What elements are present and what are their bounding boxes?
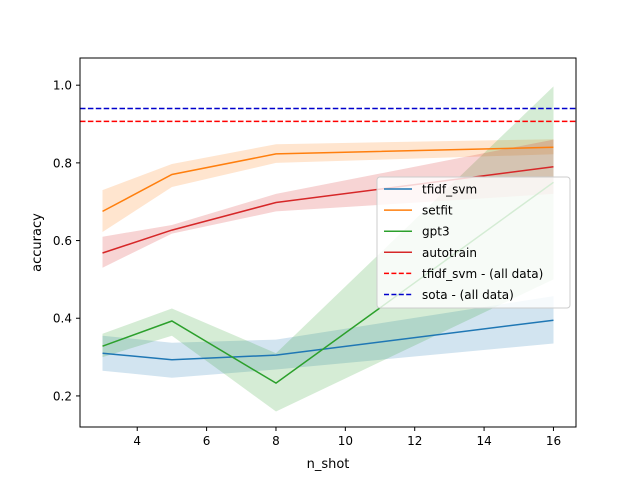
legend-label-5: sota - (all data) bbox=[422, 288, 514, 302]
x-tick-label: 14 bbox=[476, 434, 491, 448]
legend-box bbox=[376, 176, 571, 309]
x-tick-label: 16 bbox=[546, 434, 561, 448]
band-autotrain bbox=[102, 139, 554, 268]
reference-lines bbox=[80, 107, 576, 123]
x-axis-ticks: 4 6 8 10 12 14 16 bbox=[133, 427, 561, 448]
x-axis-label: n_shot bbox=[307, 457, 350, 472]
x-tick-label: 12 bbox=[407, 434, 422, 448]
band-gpt3 bbox=[102, 86, 554, 412]
y-tick-label: 1.0 bbox=[53, 79, 72, 93]
line-tfidf_svm bbox=[102, 319, 554, 361]
x-tick-label: 4 bbox=[133, 434, 141, 448]
plot-area-frame bbox=[79, 57, 577, 428]
legend-label-1: setfit bbox=[422, 204, 453, 218]
band-setfit bbox=[102, 139, 554, 232]
y-axis-label: accuracy bbox=[30, 213, 45, 272]
y-tick-label: 0.8 bbox=[53, 156, 72, 170]
y-axis-ticks: 0.2 0.4 0.6 0.8 1.0 bbox=[53, 79, 80, 403]
legend-label-3: autotrain bbox=[422, 246, 477, 260]
y-tick-label: 0.2 bbox=[53, 389, 72, 403]
line-setfit bbox=[102, 146, 554, 213]
y-tick-label: 0.4 bbox=[53, 312, 72, 326]
x-tick-label: 10 bbox=[338, 434, 353, 448]
legend-label-2: gpt3 bbox=[422, 225, 450, 239]
legend-label-0: tfidf_svm bbox=[422, 183, 477, 197]
x-tick-label: 6 bbox=[203, 434, 211, 448]
legend-label-4: tfidf_svm - (all data) bbox=[422, 267, 543, 281]
y-tick-label: 0.6 bbox=[53, 234, 72, 248]
x-tick-label: 8 bbox=[272, 434, 280, 448]
